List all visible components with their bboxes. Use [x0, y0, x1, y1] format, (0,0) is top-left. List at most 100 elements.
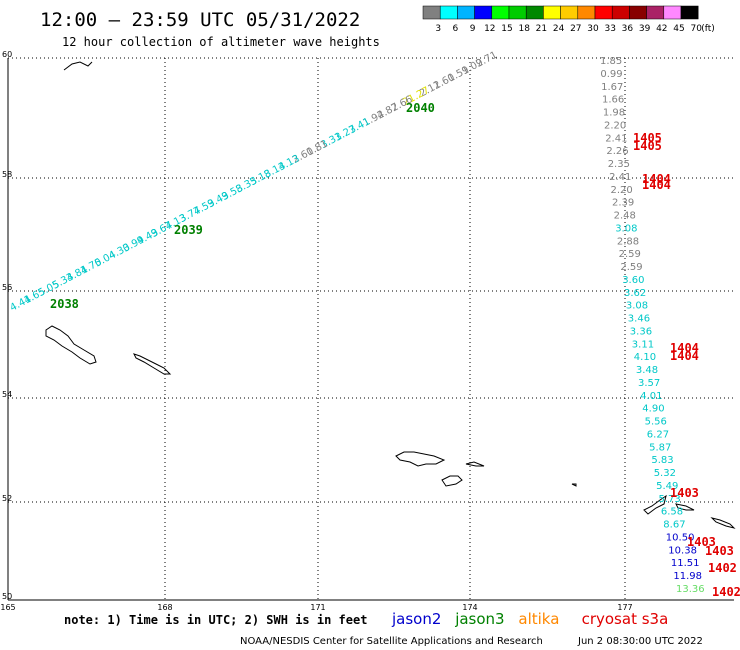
timestamp: Jun 2 08:30:00 UTC 2022	[577, 636, 703, 647]
page-title: 12:00 — 23:59 UTC 05/31/2022	[40, 9, 360, 31]
swh-value: 11.98	[673, 571, 702, 582]
commander-island-medny	[133, 353, 172, 375]
swh-value: 3.48	[636, 365, 658, 376]
legend-label: 33	[604, 24, 615, 34]
lon-label: 165	[0, 603, 15, 612]
swh-value: 0.99	[600, 69, 622, 80]
semichi-islands	[465, 461, 485, 467]
legend-swatch	[543, 5, 561, 20]
legend-swatch	[474, 5, 493, 20]
swh-value: 5.73	[659, 494, 681, 505]
swh-value: 2.41	[609, 172, 631, 183]
swh-value: 3.62	[624, 288, 646, 299]
pass-time-label: 1402	[712, 585, 740, 599]
buldir-island	[571, 483, 577, 487]
lat-label: 56	[2, 283, 12, 292]
legend-swatch	[457, 5, 475, 20]
pass-time-label: 1405	[633, 139, 662, 153]
legend-swatch	[439, 5, 458, 20]
kiska-island	[643, 494, 667, 515]
west-track-labels: 2.711.091.592.602.1121.272.662.871.943.4…	[8, 50, 499, 314]
lon-label: 174	[462, 603, 477, 612]
pass-time-label: 1403	[687, 535, 716, 549]
legend-label: 9	[470, 24, 476, 34]
legend-swatch	[611, 5, 630, 20]
pass-time-label: 1403	[670, 486, 699, 500]
attu-island	[395, 451, 446, 467]
footer-note: note: 1) Time is in UTC; 2) SWH is in fe…	[64, 613, 367, 627]
commander-island-bering	[45, 325, 97, 365]
amchitka-island	[710, 517, 736, 529]
swh-value: 2.20	[611, 185, 633, 196]
pass-time-label: 2040	[406, 101, 435, 115]
swh-value: 2.26	[606, 146, 628, 157]
pass-time-label: 1402	[708, 561, 737, 575]
legend-label: 36	[622, 24, 634, 34]
pass-time-label: 2038	[50, 297, 79, 311]
rat-islands	[675, 503, 695, 511]
legend-label: 39	[639, 24, 651, 34]
lat-label: 54	[2, 390, 12, 399]
lon-label: 168	[157, 603, 172, 612]
legend-label: 21	[536, 24, 547, 34]
swh-value: 3.46	[628, 314, 650, 325]
swh-value: 3.57	[638, 378, 660, 389]
legend-label: 30	[587, 24, 599, 34]
lat-label: 50	[2, 592, 12, 601]
legend-swatch	[680, 5, 699, 20]
satellite-name: cryosat s3a	[582, 610, 669, 628]
swh-value: 3.08	[626, 301, 648, 312]
kamchatka-coast	[63, 61, 93, 71]
legend-label: 15	[501, 24, 512, 34]
swh-value: 1.67	[601, 82, 623, 93]
legend-swatch	[594, 5, 613, 20]
legend-swatch	[508, 5, 527, 20]
swh-value: 4.01	[640, 391, 662, 402]
swh-value: 13.36	[676, 584, 705, 595]
page-subtitle: 12 hour collection of altimeter wave hei…	[62, 35, 380, 49]
swh-value: 4.90	[642, 404, 664, 415]
graticule	[7, 57, 734, 601]
legend-swatch	[560, 5, 579, 20]
pass-time-label: 1404	[642, 178, 671, 192]
swh-value: 4.10	[634, 352, 656, 363]
legend-swatch	[525, 5, 544, 20]
pass-time-label: 1403	[705, 544, 734, 558]
legend-label: 6	[453, 24, 459, 34]
swh-value: 2.35	[608, 159, 630, 170]
lat-label: 52	[2, 494, 12, 503]
swh-value: 5.32	[654, 468, 676, 479]
swh-value: 3.60	[622, 275, 644, 286]
swh-value: 5.83	[651, 455, 673, 466]
swh-value: 3.08	[615, 223, 637, 234]
pass-time-label: 2039	[174, 223, 203, 237]
swh-value: 10.50	[666, 533, 695, 544]
swh-value: 1.66	[602, 95, 624, 106]
swh-value: 5.49	[656, 481, 678, 492]
legend-label: 27	[570, 24, 581, 34]
legend-label: 45	[673, 24, 684, 34]
swh-value: 3.11	[632, 339, 654, 350]
satellite-name: jason3	[454, 610, 504, 628]
legend-swatch	[663, 5, 682, 20]
swh-value: 2.59	[620, 262, 642, 273]
legend-label: 18	[518, 24, 530, 34]
swh-value: 3.36	[630, 326, 652, 337]
satellite-name: jason2	[391, 610, 441, 628]
pass-time-label: 1404	[670, 349, 699, 363]
coastline	[45, 61, 736, 529]
swh-value: 10.38	[668, 545, 697, 556]
legend-label: (ft)	[701, 24, 715, 34]
axis-labels: 60 58 56 54 52 50 165 168 171 174 177	[0, 50, 632, 612]
pass-time-label: 1405	[633, 131, 662, 145]
swh-value: 6.27	[647, 430, 669, 441]
swh-value: 1.85	[600, 56, 622, 67]
lat-label: 60	[2, 50, 12, 59]
swh-value: 5.87	[649, 442, 671, 453]
legend-label: 42	[656, 24, 667, 34]
swh-value: 5.56	[645, 417, 667, 428]
agattu-island	[441, 475, 463, 487]
east-track-labels: 1.850.991.671.661.982.202.412.262.352.41…	[600, 56, 740, 599]
legend-swatch	[629, 5, 647, 20]
